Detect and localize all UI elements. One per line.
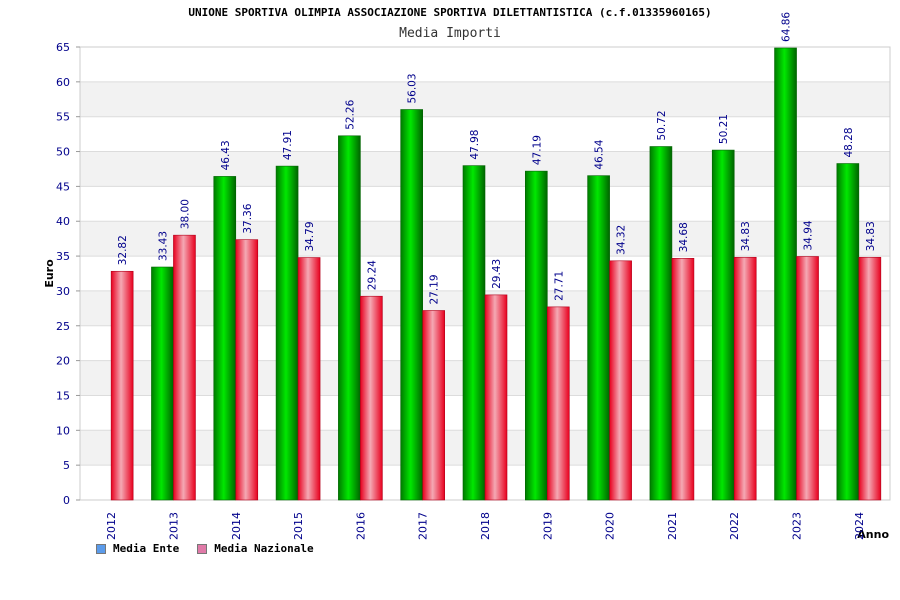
x-tick-label: 2023	[791, 512, 804, 540]
data-label: 37.36	[242, 203, 254, 233]
data-label: 46.54	[594, 139, 606, 169]
bar-media-nazionale	[671, 258, 695, 501]
x-tick-label: 2013	[167, 512, 180, 540]
legend-label-media-nazionale: Media Nazionale	[214, 542, 314, 555]
data-label: 34.94	[803, 220, 815, 250]
data-label: 52.26	[344, 99, 356, 129]
data-label: 47.91	[282, 130, 294, 160]
y-tick-label: 10	[56, 424, 70, 437]
data-label: 29.24	[366, 260, 378, 290]
bar-media-nazionale	[173, 234, 196, 501]
bar-media-nazionale	[609, 260, 632, 501]
data-label: 32.82	[117, 235, 129, 265]
bar-media-nazionale	[547, 306, 570, 501]
x-tick-label: 2015	[292, 512, 305, 540]
chart-title: UNIONE SPORTIVA OLIMPIA ASSOCIAZIONE SPO…	[188, 6, 712, 19]
data-label: 46.43	[220, 140, 232, 170]
x-tick-label: 2016	[354, 512, 367, 540]
bar-media-ente	[275, 165, 299, 501]
bar-media-nazionale	[235, 239, 259, 501]
data-label: 34.32	[616, 225, 628, 255]
y-tick-label: 65	[56, 41, 70, 54]
bar-media-ente	[587, 175, 610, 501]
data-label: 29.43	[491, 259, 503, 289]
y-tick-label: 0	[63, 494, 70, 507]
x-tick-label: 2017	[417, 512, 430, 540]
data-label: 33.43	[157, 231, 169, 261]
x-tick-label: 2021	[666, 512, 679, 540]
legend-swatch-media-nazionale	[197, 543, 208, 554]
bar-media-nazionale	[110, 270, 134, 501]
bar-media-ente	[213, 176, 237, 501]
labels-layer: 32.82 33.43 38.00 46.43 37.36 47.91 34.79 52.26…	[117, 12, 877, 305]
chart-subtitle: Media Importi	[399, 26, 501, 41]
y-tick-label: 45	[56, 180, 70, 193]
bar-media-ente	[400, 109, 423, 501]
x-tick-label: 2024	[853, 512, 866, 540]
bar-media-nazionale	[422, 310, 445, 501]
data-label: 34.83	[740, 221, 752, 251]
y-tick-label: 20	[56, 355, 70, 368]
bar-media-ente	[774, 47, 797, 501]
data-label: 50.21	[718, 114, 730, 144]
grid-band	[80, 81, 890, 117]
y-tick-label: 50	[56, 146, 70, 159]
axes-layer: 0 5 10 15 20 25 30 35 40 45 50 55 60 65 Euro Anno 2012 20…	[43, 41, 889, 541]
bar-media-nazionale	[796, 256, 819, 501]
y-tick-label: 60	[56, 76, 70, 89]
bar-media-ente	[151, 266, 174, 501]
bar-media-ente	[338, 135, 361, 501]
x-tick-label: 2020	[604, 512, 617, 540]
bar-media-ente	[462, 165, 486, 501]
x-tick-label: 2018	[479, 512, 492, 540]
y-tick-label: 5	[63, 459, 70, 472]
y-tick-label: 35	[56, 250, 70, 263]
x-tick-label: 2014	[230, 512, 243, 540]
data-label: 56.03	[407, 73, 419, 103]
legend-swatch-media-ente	[96, 543, 106, 554]
legend-item-media-ente: Media Ente	[96, 542, 179, 555]
data-label: 47.19	[531, 135, 543, 165]
data-label: 48.28	[843, 127, 855, 157]
x-axis-label: Anno	[857, 528, 889, 541]
bar-media-nazionale	[733, 256, 757, 501]
bar-media-nazionale	[858, 256, 882, 501]
data-label: 34.79	[304, 221, 316, 251]
data-label: 47.98	[469, 130, 481, 160]
data-label: 27.71	[553, 271, 565, 301]
legend-item-media-nazionale: Media Nazionale	[197, 542, 314, 555]
y-tick-label: 40	[56, 215, 70, 228]
bar-media-nazionale	[297, 257, 321, 501]
bars-layer	[110, 47, 882, 501]
bar-media-nazionale	[484, 294, 508, 501]
bar-media-ente	[836, 163, 860, 501]
y-tick-label: 55	[56, 111, 70, 124]
bar-media-nazionale	[360, 295, 383, 501]
legend-label-media-ente: Media Ente	[113, 542, 180, 555]
data-label: 38.00	[179, 199, 191, 229]
data-label: 27.19	[429, 274, 441, 304]
x-tick-label: 2022	[728, 512, 741, 540]
y-axis-label: Euro	[43, 259, 56, 288]
bar-media-ente	[711, 149, 735, 501]
y-tick-label: 25	[56, 320, 70, 333]
y-tick-label: 30	[56, 285, 70, 298]
x-tick-label: 2019	[541, 512, 554, 540]
bar-media-ente	[649, 146, 673, 501]
bar-media-ente	[525, 170, 548, 501]
data-label: 50.72	[656, 110, 668, 140]
data-label: 34.83	[865, 221, 877, 251]
y-tick-label: 15	[56, 389, 70, 402]
data-label: 64.86	[781, 12, 793, 42]
legend: Media Ente Media Nazionale	[96, 542, 314, 555]
data-label: 34.68	[678, 222, 690, 252]
x-tick-label: 2012	[105, 512, 118, 540]
